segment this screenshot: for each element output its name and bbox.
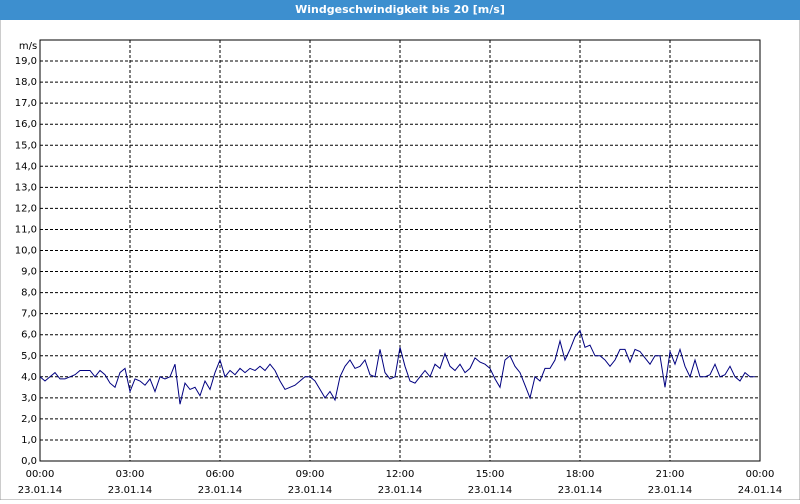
data-line [39, 329, 755, 405]
x-tick-date: 23.01.14 [108, 485, 153, 496]
x-tick-label: 21:00 [656, 469, 685, 480]
y-tick-label: 1,0 [21, 435, 37, 446]
x-tick-label: 03:00 [116, 469, 145, 480]
y-tick-label: 11,0 [15, 224, 37, 235]
x-tick-label: 00:00 [746, 469, 775, 480]
y-tick-label: 2,0 [21, 414, 37, 425]
y-tick-label: 8,0 [21, 288, 37, 299]
x-tick-label: 18:00 [566, 469, 595, 480]
chart-title: Windgeschwindigkeit bis 20 [m/s] [295, 3, 505, 16]
x-tick-date: 23.01.14 [18, 485, 63, 496]
y-tick-label: 10,0 [15, 246, 37, 257]
x-tick-label: 00:00 [26, 469, 55, 480]
title-bar [0, 0, 800, 20]
y-axis-label: m/s [19, 41, 37, 52]
y-tick-label: 17,0 [15, 98, 37, 109]
x-tick-date: 23.01.14 [558, 485, 603, 496]
y-tick-label: 13,0 [15, 182, 37, 193]
y-tick-label: 0,0 [21, 456, 37, 467]
y-tick-label: 14,0 [15, 161, 37, 172]
y-tick-label: 7,0 [21, 309, 37, 320]
y-tick-label: 18,0 [15, 77, 37, 88]
x-tick-date: 23.01.14 [198, 485, 243, 496]
y-tick-label: 19,0 [15, 56, 37, 67]
y-tick-label: 12,0 [15, 203, 37, 214]
x-tick-label: 12:00 [386, 469, 415, 480]
x-tick-label: 15:00 [476, 469, 505, 480]
y-tick-label: 15,0 [15, 140, 37, 151]
x-tick-date: 23.01.14 [468, 485, 513, 496]
y-tick-label: 3,0 [21, 393, 37, 404]
x-tick-label: 09:00 [296, 469, 325, 480]
x-tick-date: 24.01.14 [738, 485, 783, 496]
plot-border [39, 39, 761, 462]
y-tick-label: 5,0 [21, 351, 37, 362]
x-tick-date: 23.01.14 [288, 485, 333, 496]
y-tick-label: 4,0 [21, 372, 37, 383]
y-tick-label: 6,0 [21, 330, 37, 341]
y-tick-label: 16,0 [15, 119, 37, 130]
x-tick-label: 06:00 [206, 469, 235, 480]
y-tick-label: 9,0 [21, 267, 37, 278]
x-tick-date: 23.01.14 [648, 485, 693, 496]
x-tick-date: 23.01.14 [378, 485, 423, 496]
